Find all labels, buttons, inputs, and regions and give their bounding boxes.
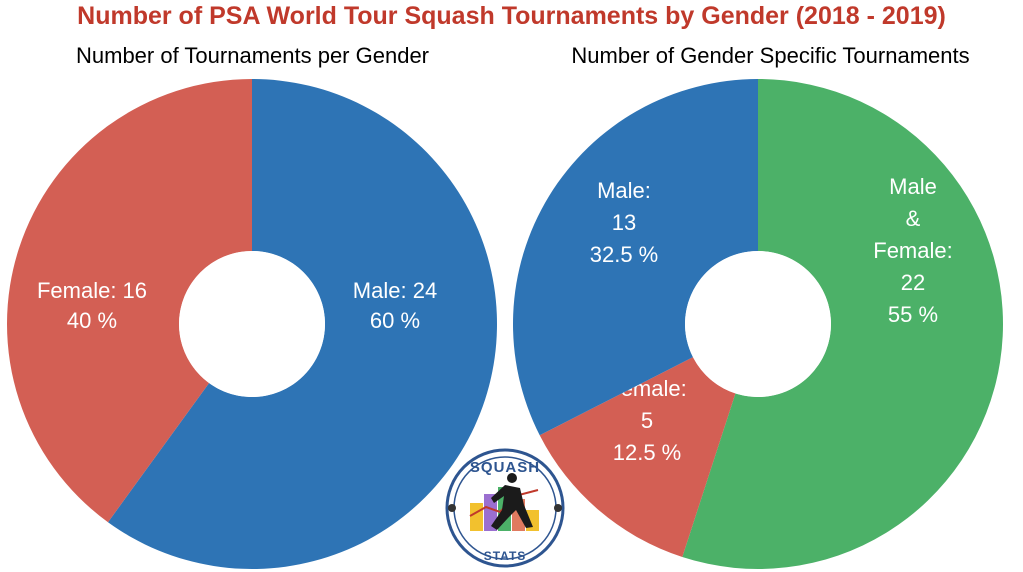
- slice-label-line: 40 %: [67, 308, 117, 333]
- chart-title: Number of PSA World Tour Squash Tourname…: [77, 2, 946, 30]
- slice-label-line: 22: [901, 270, 925, 295]
- slice-label-line: 13: [612, 210, 636, 235]
- logo-bottom-text: STATS: [484, 549, 527, 563]
- donut-hole: [685, 251, 831, 397]
- slice-female: [7, 79, 253, 523]
- slice-male: [513, 79, 758, 436]
- slice-label-line: 32.5 %: [590, 242, 659, 267]
- slice-label-line: 60 %: [370, 308, 420, 333]
- right-chart-subtitle: Number of Gender Specific Tournaments: [571, 43, 970, 68]
- slice-label-male-female: Male & Female: 22 55 %: [873, 174, 952, 327]
- slice-label-line: &: [906, 206, 921, 231]
- slice-male-female: [682, 79, 1004, 569]
- slice-label-female: Female: 16 40 %: [37, 278, 147, 333]
- slice-label-line: Male:: [597, 178, 651, 203]
- left-chart-subtitle: Number of Tournaments per Gender: [76, 43, 429, 68]
- slice-label-line: Male: 24: [353, 278, 437, 303]
- slice-male: [107, 79, 497, 569]
- slice-label-line: 55 %: [888, 302, 938, 327]
- left-donut: Male: 24 60 % Female: 16 40 %: [7, 79, 497, 569]
- donut-hole: [179, 251, 325, 397]
- slice-label-line: Male: [889, 174, 937, 199]
- slice-label-male: Male: 13 32.5 %: [590, 178, 659, 267]
- slice-label-line: 5: [641, 408, 653, 433]
- slice-female: [539, 357, 736, 558]
- slice-label-male: Male: 24 60 %: [353, 278, 437, 333]
- slice-label-line: Female: 16: [37, 278, 147, 303]
- squash-stats-logo: SQUASH STATS: [445, 448, 565, 568]
- right-donut: Male & Female: 22 55 %Female: 5 12.5 % Male: 13 3…: [513, 79, 1004, 569]
- logo-top-text: SQUASH: [470, 459, 540, 476]
- slice-label-line: 12.5 %: [613, 440, 682, 465]
- slice-label-line: Female:: [873, 238, 952, 263]
